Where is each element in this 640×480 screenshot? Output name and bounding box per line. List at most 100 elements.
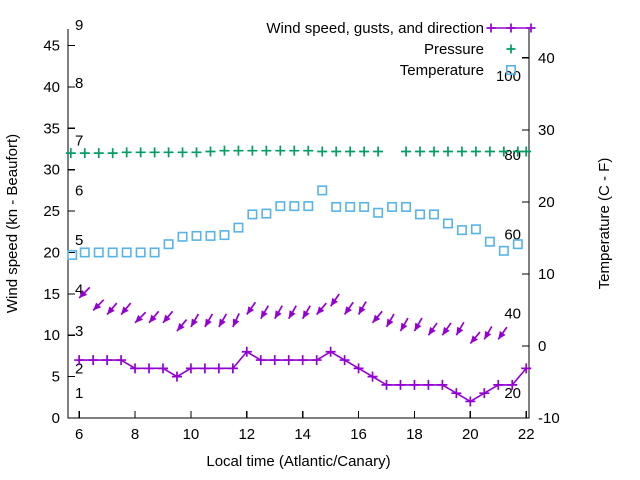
gust-arrow-8 [190,313,200,328]
gust-arrow-7 [176,319,188,332]
x-axis-title: Local time (Atlantic/Canary) [206,453,390,470]
marker-0-10 [213,363,224,374]
y-tick-label-15: 15 [43,286,60,303]
y-tick-label-0: 0 [52,410,60,427]
marker-2-30 [498,146,509,157]
marker-2-27 [456,146,467,157]
marker-2-14 [261,145,272,156]
marker-3-17 [303,201,314,212]
plot-frame [67,29,530,419]
x-tick-label-20: 20 [462,426,479,443]
gust-arrow-26 [441,322,452,336]
marker-3-21 [359,201,370,212]
x-tick-label-22: 22 [518,426,535,443]
marker-2-16 [289,145,300,156]
legend-sample-tick-b-0 [506,23,516,33]
gust-arrow-30 [497,326,508,340]
marker-0-0 [74,355,85,366]
marker-0-7 [171,371,182,382]
x-tick-label-8: 8 [131,426,139,443]
legend-sample-tick-c-0 [526,23,536,33]
marker-0-24 [409,379,420,390]
marker-0-20 [353,363,364,374]
beaufort-label-1: 1 [75,385,83,402]
y-tick-label-30: 30 [43,162,60,179]
marker-0-22 [381,379,392,390]
y2-tick-label-0: 0 [538,338,546,355]
marker-3-31 [498,245,509,256]
marker-3-10 [205,230,216,241]
y2-tick-label-30: 30 [538,122,555,139]
gust-arrow-23 [399,317,409,332]
marker-2-8 [177,147,188,158]
y-tick-label-35: 35 [43,120,60,137]
marker-0-21 [367,371,378,382]
marker-2-19 [331,146,342,157]
y-tick-label-10: 10 [43,327,60,344]
gust-arrow-28 [469,331,481,345]
marker-3-15 [275,201,286,212]
marker-3-7 [163,239,174,250]
marker-3-8 [177,231,188,242]
marker-2-3 [107,148,118,159]
marker-2-10 [205,146,216,157]
marker-2-25 [429,146,440,157]
beaufort-label-5: 5 [75,232,83,249]
gust-arrow-10 [218,313,228,328]
beaufort-label-8: 8 [75,75,83,92]
marker-3-23 [387,201,398,212]
y-tick-label-25: 25 [43,203,60,220]
gust-arrow-6 [162,310,174,324]
marker-2-0 [65,148,76,159]
marker-0-12 [241,346,252,357]
fahrenheit-label-20: 20 [504,385,521,402]
x-tick-label-16: 16 [350,426,367,443]
marker-2-28 [470,146,481,157]
marker-2-7 [163,147,174,158]
beaufort-label-7: 7 [75,133,83,150]
marker-3-12 [233,222,244,233]
marker-2-23 [401,146,412,157]
marker-2-4 [121,147,132,158]
gust-arrow-25 [427,322,438,336]
marker-3-24 [401,201,412,212]
marker-0-31 [507,379,518,390]
y-tick-label-40: 40 [43,79,60,96]
marker-3-0 [67,249,78,260]
marker-2-2 [93,148,104,159]
marker-0-3 [116,355,127,366]
legend-sample-1 [506,44,516,54]
fahrenheit-label-100: 100 [496,68,521,85]
marker-2-5 [135,147,146,158]
marker-0-25 [423,379,434,390]
marker-2-22 [373,146,384,157]
gust-arrow-22 [385,313,395,328]
marker-2-17 [303,145,314,156]
marker-2-32 [521,146,532,157]
y-tick-label-20: 20 [43,244,60,261]
marker-3-25 [415,209,426,220]
y2-tick-label-20: 20 [538,194,555,211]
marker-2-18 [317,146,328,157]
marker-3-2 [93,247,104,258]
gust-arrow-17 [316,302,327,316]
marker-0-18 [325,346,336,357]
marker-3-29 [470,224,481,235]
gust-arrow-24 [413,317,423,332]
legend-label-0: Wind speed, gusts, and direction [266,20,484,37]
beaufort-label-9: 9 [75,17,83,34]
marker-0-13 [255,355,266,366]
gust-arrow-21 [371,310,383,324]
beaufort-label-4: 4 [75,282,83,299]
legend-sample-tick-a-0 [486,23,496,33]
marker-2-29 [484,146,495,157]
marker-3-28 [456,225,467,236]
marker-3-5 [135,247,146,258]
y-axis-title: Wind speed (kn - Beaufort) [4,134,21,313]
beaufort-label-6: 6 [75,182,83,199]
marker-3-27 [442,218,453,229]
marker-0-28 [465,396,476,407]
marker-2-11 [219,145,230,156]
marker-2-31 [512,146,523,157]
y2-tick-label-10: 10 [538,266,555,283]
